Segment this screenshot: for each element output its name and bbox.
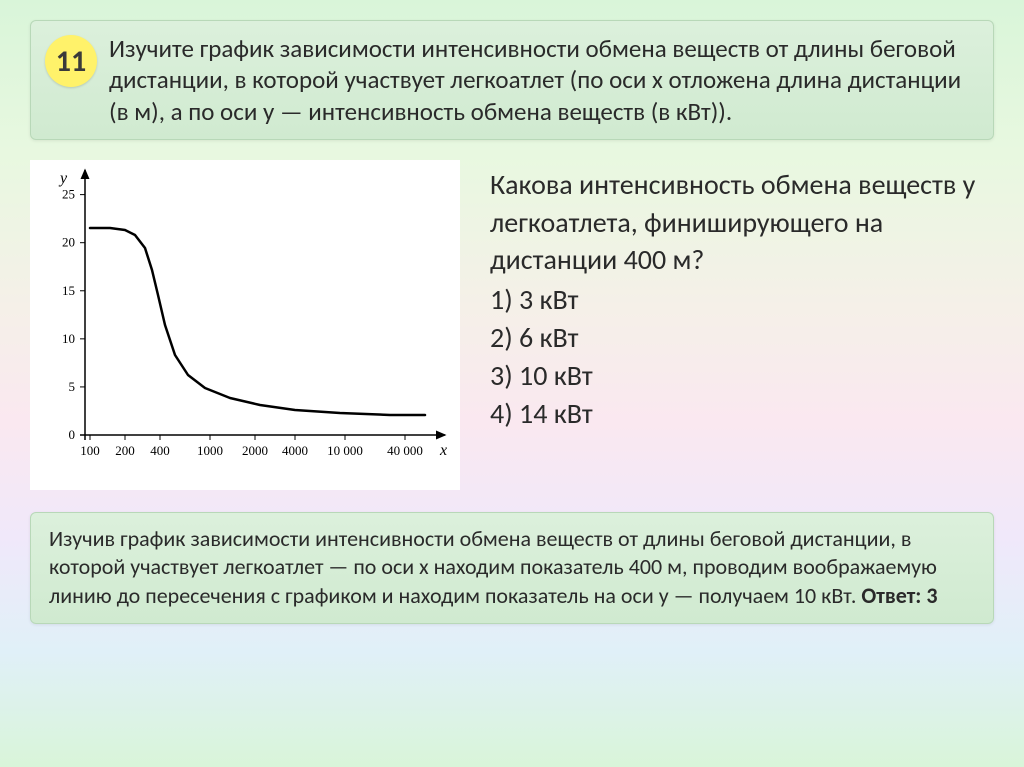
svg-text:x: x (439, 442, 447, 459)
explanation-box: Изучив график зависимости интенсивности … (30, 512, 994, 624)
question-text: Какова интенсивность обмена веществ у ле… (490, 166, 994, 279)
svg-text:15: 15 (62, 283, 75, 298)
explanation-text: Изучив график зависимости интенсивности … (49, 525, 975, 611)
svg-text:0: 0 (69, 427, 76, 442)
options-list: 1) 3 кВт2) 6 кВт3) 10 кВт4) 14 кВт (490, 281, 994, 432)
svg-text:400: 400 (150, 443, 170, 458)
option-2: 2) 6 кВт (490, 319, 994, 357)
explanation-body: Изучив график зависимости интенсивности … (49, 525, 937, 609)
option-1: 1) 3 кВт (490, 281, 994, 319)
task-box: 11 Изучите график зависимости интенсивно… (30, 20, 994, 140)
svg-text:10 000: 10 000 (327, 443, 363, 458)
metabolism-chart: 0 5 10 15 20 25 100 200 400 1000 2000 4000 10 000 40 … (30, 160, 460, 490)
task-text: Изучите график зависимости интенсивности… (109, 33, 975, 127)
svg-text:2000: 2000 (242, 443, 268, 458)
svg-text:40 000: 40 000 (387, 443, 423, 458)
question-number: 11 (56, 43, 86, 80)
svg-text:y: y (58, 170, 68, 187)
question-number-badge: 11 (45, 35, 97, 87)
svg-text:200: 200 (115, 443, 135, 458)
option-3: 3) 10 кВт (490, 357, 994, 395)
svg-text:20: 20 (62, 234, 75, 249)
middle-row: 0 5 10 15 20 25 100 200 400 1000 2000 4000 10 000 40 … (30, 160, 994, 490)
svg-text:10: 10 (62, 331, 75, 346)
answer-label: Ответ: 3 (861, 582, 937, 609)
svg-text:5: 5 (69, 379, 76, 394)
svg-text:25: 25 (62, 186, 75, 201)
chart-container: 0 5 10 15 20 25 100 200 400 1000 2000 4000 10 000 40 … (30, 160, 460, 490)
svg-text:4000: 4000 (282, 443, 308, 458)
svg-text:100: 100 (80, 443, 100, 458)
question-block: Какова интенсивность обмена веществ у ле… (490, 160, 994, 433)
option-4: 4) 14 кВт (490, 395, 994, 433)
svg-text:1000: 1000 (197, 443, 223, 458)
